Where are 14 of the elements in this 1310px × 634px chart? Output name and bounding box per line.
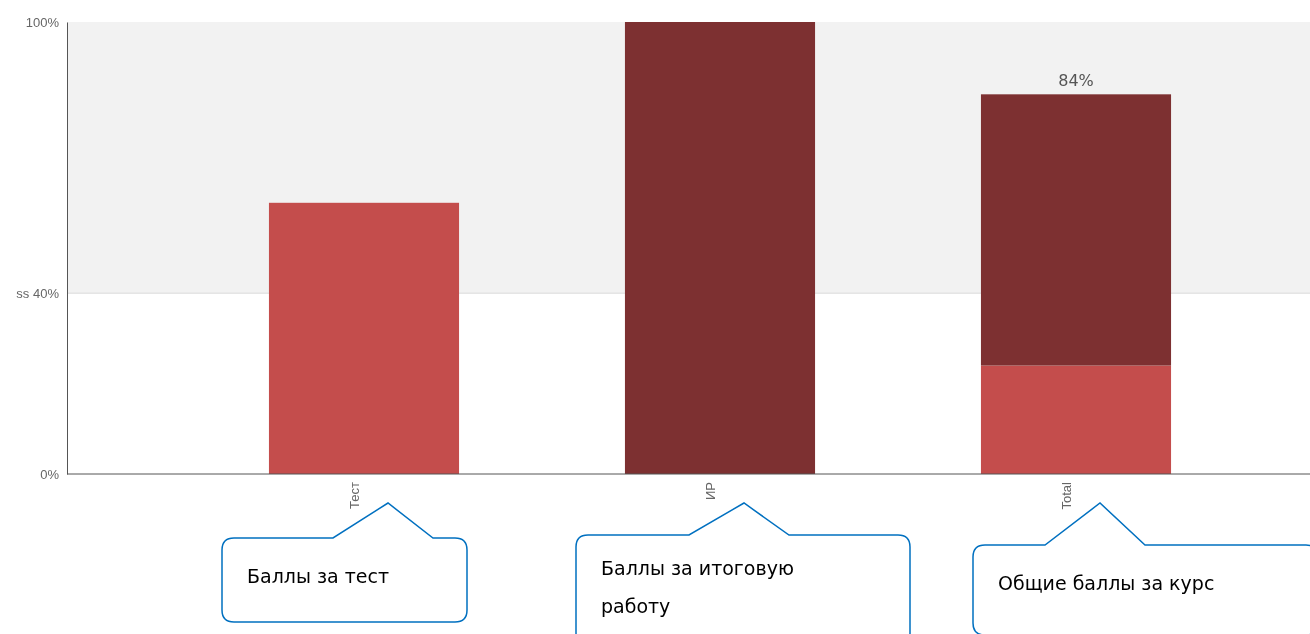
y-tick-label: ss 40%: [16, 285, 60, 301]
bar: [624, 22, 816, 474]
bar: [980, 94, 1172, 366]
bar: [980, 365, 1172, 474]
x-tick-label: ИР: [703, 482, 719, 501]
text: Баллы за итоговую работу: [601, 557, 794, 617]
total-label: 84%: [1058, 71, 1094, 91]
text: Общие баллы за курс: [998, 572, 1215, 594]
text: Баллы за тест: [247, 565, 390, 587]
x-tick-label: Total: [1059, 481, 1075, 510]
x-tick-label: Тест: [347, 481, 363, 509]
y-tick-label: 0%: [40, 466, 60, 482]
y-tick-label: 100%: [25, 14, 60, 30]
bar: [268, 202, 460, 474]
